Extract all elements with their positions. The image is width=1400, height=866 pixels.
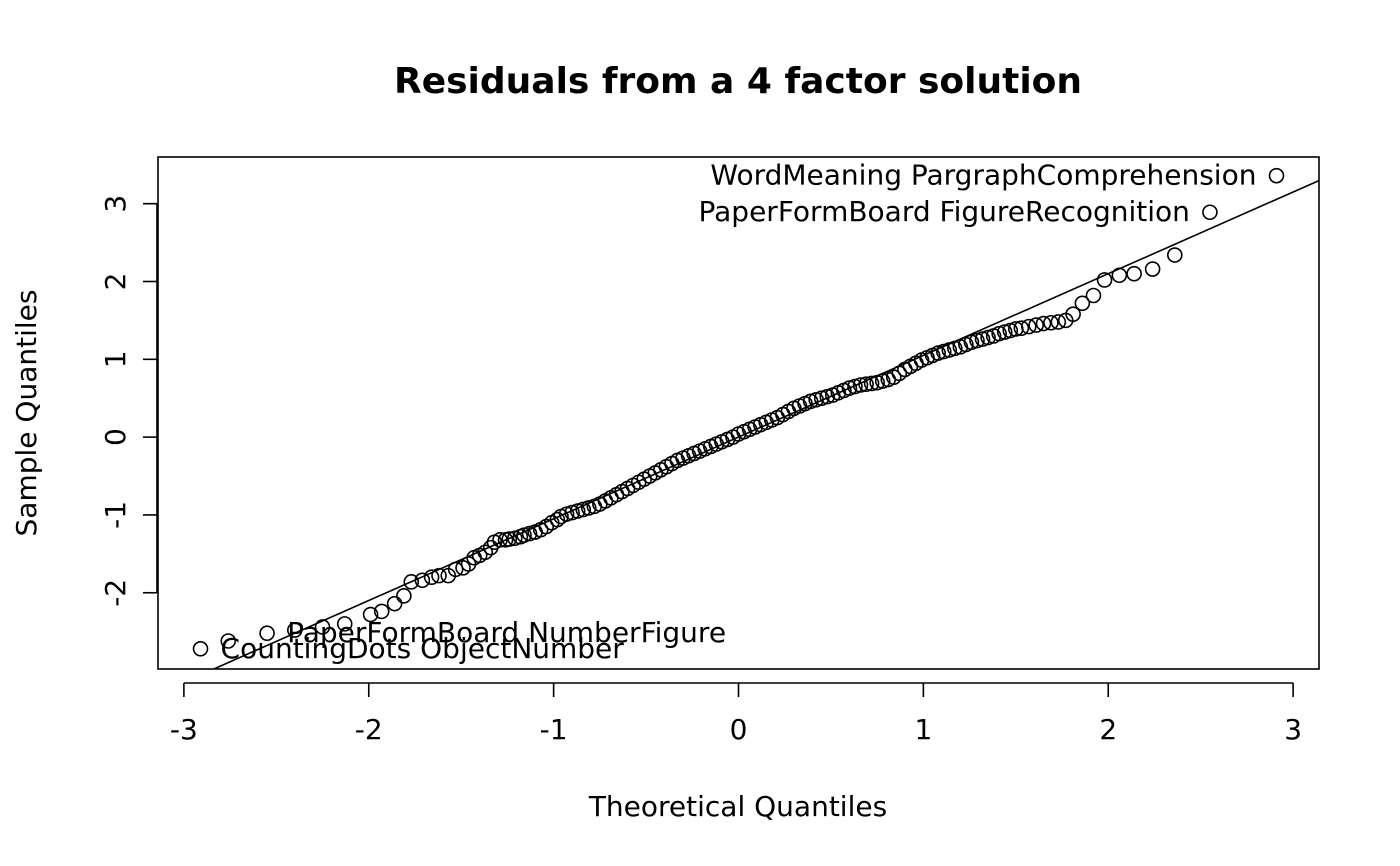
data-point (1013, 320, 1030, 336)
data-point (1043, 314, 1059, 331)
x-axis: -3 -2 -1 0 1 2 3 (170, 682, 1302, 746)
data-point (858, 376, 874, 393)
data-point (1126, 265, 1142, 282)
data-point (549, 511, 566, 528)
data-point (1065, 306, 1081, 322)
x-tick-label: -3 (170, 713, 198, 746)
plot-frame (157, 156, 1320, 670)
y-tick-label: -2 (99, 579, 132, 607)
data-point (373, 603, 390, 620)
chart-title: Residuals from a 4 factor solution (394, 61, 1082, 102)
data-point (1050, 314, 1067, 330)
data-point (1085, 287, 1102, 304)
data-point (423, 569, 440, 585)
x-tick-label: -1 (540, 713, 568, 746)
data-point (220, 633, 237, 649)
plot-area (192, 167, 1319, 669)
y-tick-label: -1 (99, 501, 132, 529)
data-point (403, 574, 420, 590)
data-point (336, 616, 353, 632)
x-tick-label: 0 (730, 713, 748, 746)
y-axis-label: Sample Quantiles (10, 290, 43, 537)
data-point (192, 640, 209, 657)
x-tick-label: 1 (914, 713, 932, 746)
data-point (1144, 261, 1161, 277)
data-point (1268, 167, 1285, 184)
data-point (431, 567, 447, 584)
data-point (1020, 318, 1037, 335)
points-layer (192, 167, 1285, 657)
data-point (501, 531, 518, 547)
x-tick-label: 3 (1284, 713, 1302, 746)
y-tick-label: 3 (99, 195, 132, 213)
data-point (863, 375, 880, 392)
data-point (477, 544, 494, 561)
data-point (362, 606, 379, 623)
point-annotation: CountingDots ObjectNumber (221, 632, 625, 665)
annotations-layer: WordMeaning PargraphComprehensionPaperFo… (221, 159, 1257, 665)
data-point (1111, 267, 1128, 284)
point-annotation: PaperFormBoard NumberFigure (287, 616, 726, 649)
data-point (447, 561, 464, 578)
data-point (287, 622, 303, 638)
data-point (1166, 247, 1183, 263)
data-point (414, 572, 431, 589)
data-point (259, 625, 275, 642)
data-point (1202, 204, 1218, 221)
data-point (396, 588, 412, 604)
point-annotation: WordMeaning PargraphComprehension (710, 159, 1256, 192)
y-tick-label: 0 (99, 428, 132, 446)
data-point (852, 377, 869, 393)
data-point (386, 595, 403, 612)
data-point (314, 619, 331, 635)
data-point (1035, 315, 1052, 332)
data-point (1074, 295, 1091, 312)
y-tick-label: 2 (99, 273, 132, 291)
point-annotation: PaperFormBoard FigureRecognition (699, 195, 1190, 228)
data-point (492, 532, 508, 548)
data-point (1096, 272, 1113, 288)
x-axis-label: Theoretical Quantiles (588, 790, 887, 823)
y-tick-label: 1 (99, 350, 132, 368)
x-tick-label: 2 (1099, 713, 1117, 746)
x-tick-label: -2 (355, 713, 383, 746)
data-point (1028, 317, 1044, 333)
y-axis: -2 -1 0 1 2 3 (99, 195, 158, 607)
